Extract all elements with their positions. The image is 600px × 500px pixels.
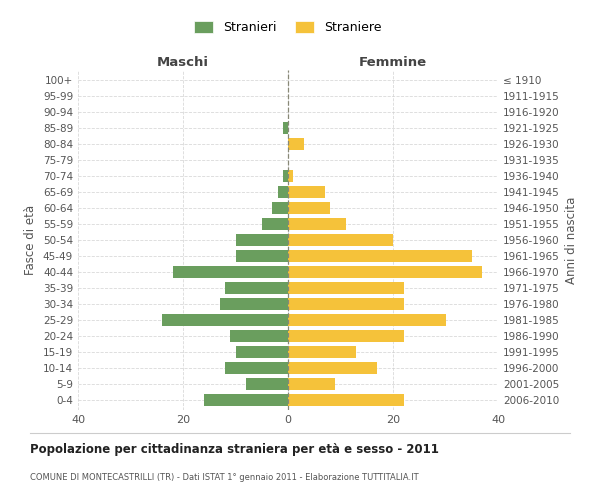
Bar — [246, 378, 288, 390]
Bar — [204, 394, 288, 406]
Bar — [235, 250, 288, 262]
Bar — [283, 170, 288, 182]
Bar — [225, 362, 288, 374]
Bar — [288, 266, 482, 278]
Bar — [173, 266, 288, 278]
Bar — [288, 218, 346, 230]
Text: Femmine: Femmine — [359, 56, 427, 69]
Bar — [288, 202, 330, 214]
Bar — [235, 234, 288, 246]
Bar — [288, 170, 293, 182]
Bar — [288, 378, 335, 390]
Y-axis label: Anni di nascita: Anni di nascita — [565, 196, 578, 284]
Bar — [288, 330, 404, 342]
Bar — [230, 330, 288, 342]
Bar — [272, 202, 288, 214]
Bar — [277, 186, 288, 198]
Bar — [288, 394, 404, 406]
Bar — [288, 346, 356, 358]
Bar — [162, 314, 288, 326]
Bar — [262, 218, 288, 230]
Text: Maschi: Maschi — [157, 56, 209, 69]
Bar — [288, 234, 393, 246]
Text: Popolazione per cittadinanza straniera per età e sesso - 2011: Popolazione per cittadinanza straniera p… — [30, 442, 439, 456]
Legend: Stranieri, Straniere: Stranieri, Straniere — [190, 16, 386, 40]
Text: COMUNE DI MONTECASTRILLI (TR) - Dati ISTAT 1° gennaio 2011 - Elaborazione TUTTIT: COMUNE DI MONTECASTRILLI (TR) - Dati IST… — [30, 472, 419, 482]
Bar — [288, 138, 304, 150]
Bar — [225, 282, 288, 294]
Bar — [288, 250, 472, 262]
Bar — [220, 298, 288, 310]
Bar — [288, 186, 325, 198]
Bar — [288, 314, 445, 326]
Bar — [235, 346, 288, 358]
Y-axis label: Fasce di età: Fasce di età — [25, 205, 37, 275]
Bar — [283, 122, 288, 134]
Bar — [288, 362, 377, 374]
Bar — [288, 298, 404, 310]
Bar — [288, 282, 404, 294]
